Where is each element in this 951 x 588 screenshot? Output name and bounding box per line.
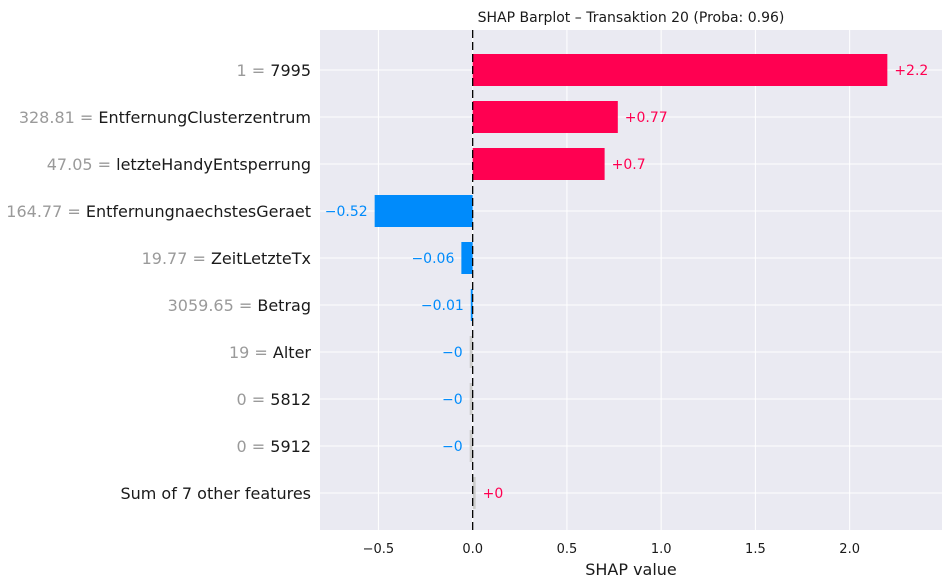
feature-value: 19.77 = (142, 249, 211, 268)
bar-value-label: +2.2 (894, 63, 928, 79)
bar-value-label: +0.7 (612, 157, 646, 173)
bar (461, 242, 473, 274)
labels: +2.2 1 = 7995 +0.77 328.81 = EntfernungClus… (6, 61, 928, 503)
bar (469, 336, 473, 368)
feature-value: 0 = (237, 390, 271, 409)
grid-lines (320, 30, 942, 530)
y-tick-label: Sum of 7 other features (120, 484, 311, 503)
feature-value: 19 = (229, 343, 273, 362)
x-axis-ticks: −0.5 0.0 0.5 1.0 1.5 2.0 (363, 542, 860, 557)
feature-value: 0 = (237, 437, 271, 456)
y-tick-label: 19.77 = ZeitLetzteTx (142, 249, 311, 268)
bar (469, 430, 473, 462)
feature-value: 3059.65 = (168, 296, 258, 315)
feature-name: ZeitLetzteTx (211, 249, 311, 268)
plot-background (320, 30, 942, 530)
bar (374, 195, 473, 227)
y-tick-label: 0 = 5812 (237, 390, 311, 409)
bar (470, 289, 473, 321)
feature-name: Sum of 7 other features (120, 484, 311, 503)
bar-value-label: −0 (442, 392, 463, 408)
bar (469, 383, 473, 415)
bar-value-label: +0 (483, 486, 504, 502)
y-tick-label: 328.81 = EntfernungClusterzentrum (19, 108, 311, 127)
bar-value-label: −0.06 (411, 251, 454, 267)
bar (472, 477, 476, 509)
y-tick-label: 3059.65 = Betrag (168, 296, 311, 315)
feature-value: 328.81 = (19, 108, 99, 127)
feature-name: letzteHandyEntsperrung (116, 155, 311, 174)
x-tick-label: −0.5 (363, 542, 395, 557)
bar-value-label: −0 (442, 439, 463, 455)
x-tick-label: 1.5 (745, 542, 766, 557)
bar (472, 101, 618, 133)
chart-title: SHAP Barplot – Transaktion 20 (Proba: 0.… (478, 10, 785, 26)
feature-value: 47.05 = (47, 155, 116, 174)
bar-value-label: −0.01 (421, 298, 464, 314)
x-tick-label: 2.0 (839, 542, 860, 557)
bar (472, 148, 605, 180)
feature-name: Betrag (257, 296, 311, 315)
feature-name: Alter (273, 343, 312, 362)
feature-name: EntfernungClusterzentrum (98, 108, 311, 127)
feature-value: 164.77 = (6, 202, 86, 221)
bars (374, 54, 888, 509)
feature-value: 1 = (237, 61, 271, 80)
bar (472, 54, 888, 86)
feature-name: EntfernungnaechstesGeraet (86, 202, 311, 221)
feature-name: 7995 (270, 61, 311, 80)
bar-value-label: −0 (442, 345, 463, 361)
y-tick-label: 164.77 = EntfernungnaechstesGeraet (6, 202, 311, 221)
x-tick-label: 0.5 (557, 542, 578, 557)
feature-name: 5912 (270, 437, 311, 456)
feature-name: 5812 (270, 390, 311, 409)
x-axis-label: SHAP value (585, 560, 677, 579)
y-tick-label: 1 = 7995 (237, 61, 311, 80)
y-tick-label: 19 = Alter (229, 343, 311, 362)
y-tick-label: 0 = 5912 (237, 437, 311, 456)
bar-value-label: −0.52 (325, 204, 368, 220)
x-tick-label: 1.0 (651, 542, 672, 557)
y-tick-label: 47.05 = letzteHandyEntsperrung (47, 155, 311, 174)
bar-value-label: +0.77 (625, 110, 668, 126)
x-tick-label: 0.0 (462, 542, 483, 557)
